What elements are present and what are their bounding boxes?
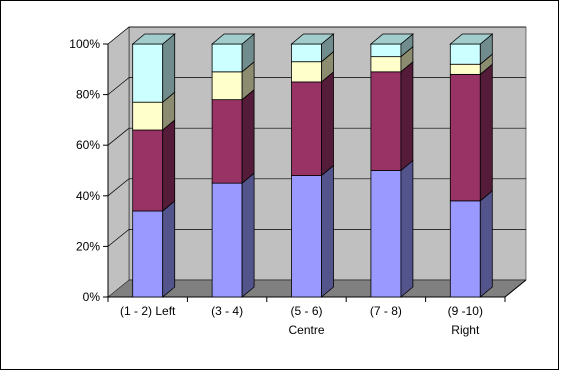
bar-front: [132, 43, 164, 103]
bar-side: [241, 172, 255, 298]
y-tick-label: 0%: [83, 290, 101, 304]
y-tick-label: 100%: [69, 37, 100, 51]
bar-front: [449, 200, 481, 298]
bar-front: [211, 99, 243, 184]
bar-segment: [211, 88, 255, 185]
bar-front: [132, 210, 164, 298]
bar-segment: [290, 33, 335, 63]
bar-segment: [291, 71, 334, 177]
bar-side: [321, 71, 334, 177]
bar-front: [291, 175, 322, 298]
bar-segment: [132, 119, 176, 212]
bar-segment: [369, 33, 415, 58]
x-tick-label: (7 - 8): [370, 304, 402, 318]
bar-side: [479, 63, 493, 202]
bar-side: [162, 200, 176, 298]
bar-front: [449, 43, 481, 65]
bar-top: [449, 33, 494, 45]
bar-front: [291, 81, 322, 176]
bar-segment: [291, 50, 334, 83]
y-tick-label: 80%: [76, 88, 100, 102]
bar-segment: [291, 164, 334, 298]
bar-side: [479, 190, 493, 298]
gridline: [107, 26, 526, 45]
bar-front: [370, 56, 402, 73]
bar-top: [210, 33, 256, 45]
bar-top: [369, 33, 415, 45]
bar-segment: [211, 172, 255, 298]
bar-segment: [210, 33, 256, 73]
bar-front: [291, 61, 322, 83]
y-tick-label: 20%: [76, 239, 100, 253]
bar-segment: [449, 63, 493, 202]
bar-segment: [132, 200, 176, 298]
bar-top: [131, 33, 176, 45]
bar-segment: [131, 33, 176, 104]
bar-segment: [211, 60, 255, 101]
bar-front: [291, 43, 322, 63]
x-tick-label: (5 - 6) Centre: [288, 304, 324, 337]
bar-segment: [132, 91, 176, 131]
x-tick-label: (9 -10) Right: [448, 304, 483, 337]
bar-segment: [370, 60, 414, 172]
x-tick-label: (1 - 2) Left: [120, 304, 176, 318]
bar-front: [132, 101, 164, 131]
x-tick-label: (3 - 4): [211, 304, 243, 318]
bar-front: [211, 71, 243, 101]
y-tick-label: 60%: [76, 138, 100, 152]
bar-segment: [449, 190, 493, 298]
floor-edge: [504, 279, 527, 298]
bar-side: [162, 33, 176, 104]
bar-front: [449, 73, 481, 202]
bar-side: [162, 119, 176, 212]
y-tick-label: 40%: [76, 189, 100, 203]
bar-segment: [449, 53, 493, 76]
side-wall: [107, 26, 130, 298]
bar-front: [370, 43, 402, 58]
bar-front: [211, 43, 243, 73]
bar-segment: [370, 159, 414, 298]
bar-front: [370, 71, 402, 171]
bar-segment: [449, 33, 494, 66]
bar-side: [400, 159, 414, 298]
bar-side: [321, 164, 334, 298]
bar-front: [449, 63, 481, 75]
bar-front: [211, 182, 243, 298]
bar-side: [400, 60, 414, 172]
bar-top: [290, 33, 335, 45]
bar-side: [241, 88, 255, 185]
bar-front: [132, 129, 164, 212]
bar-front: [370, 170, 402, 298]
